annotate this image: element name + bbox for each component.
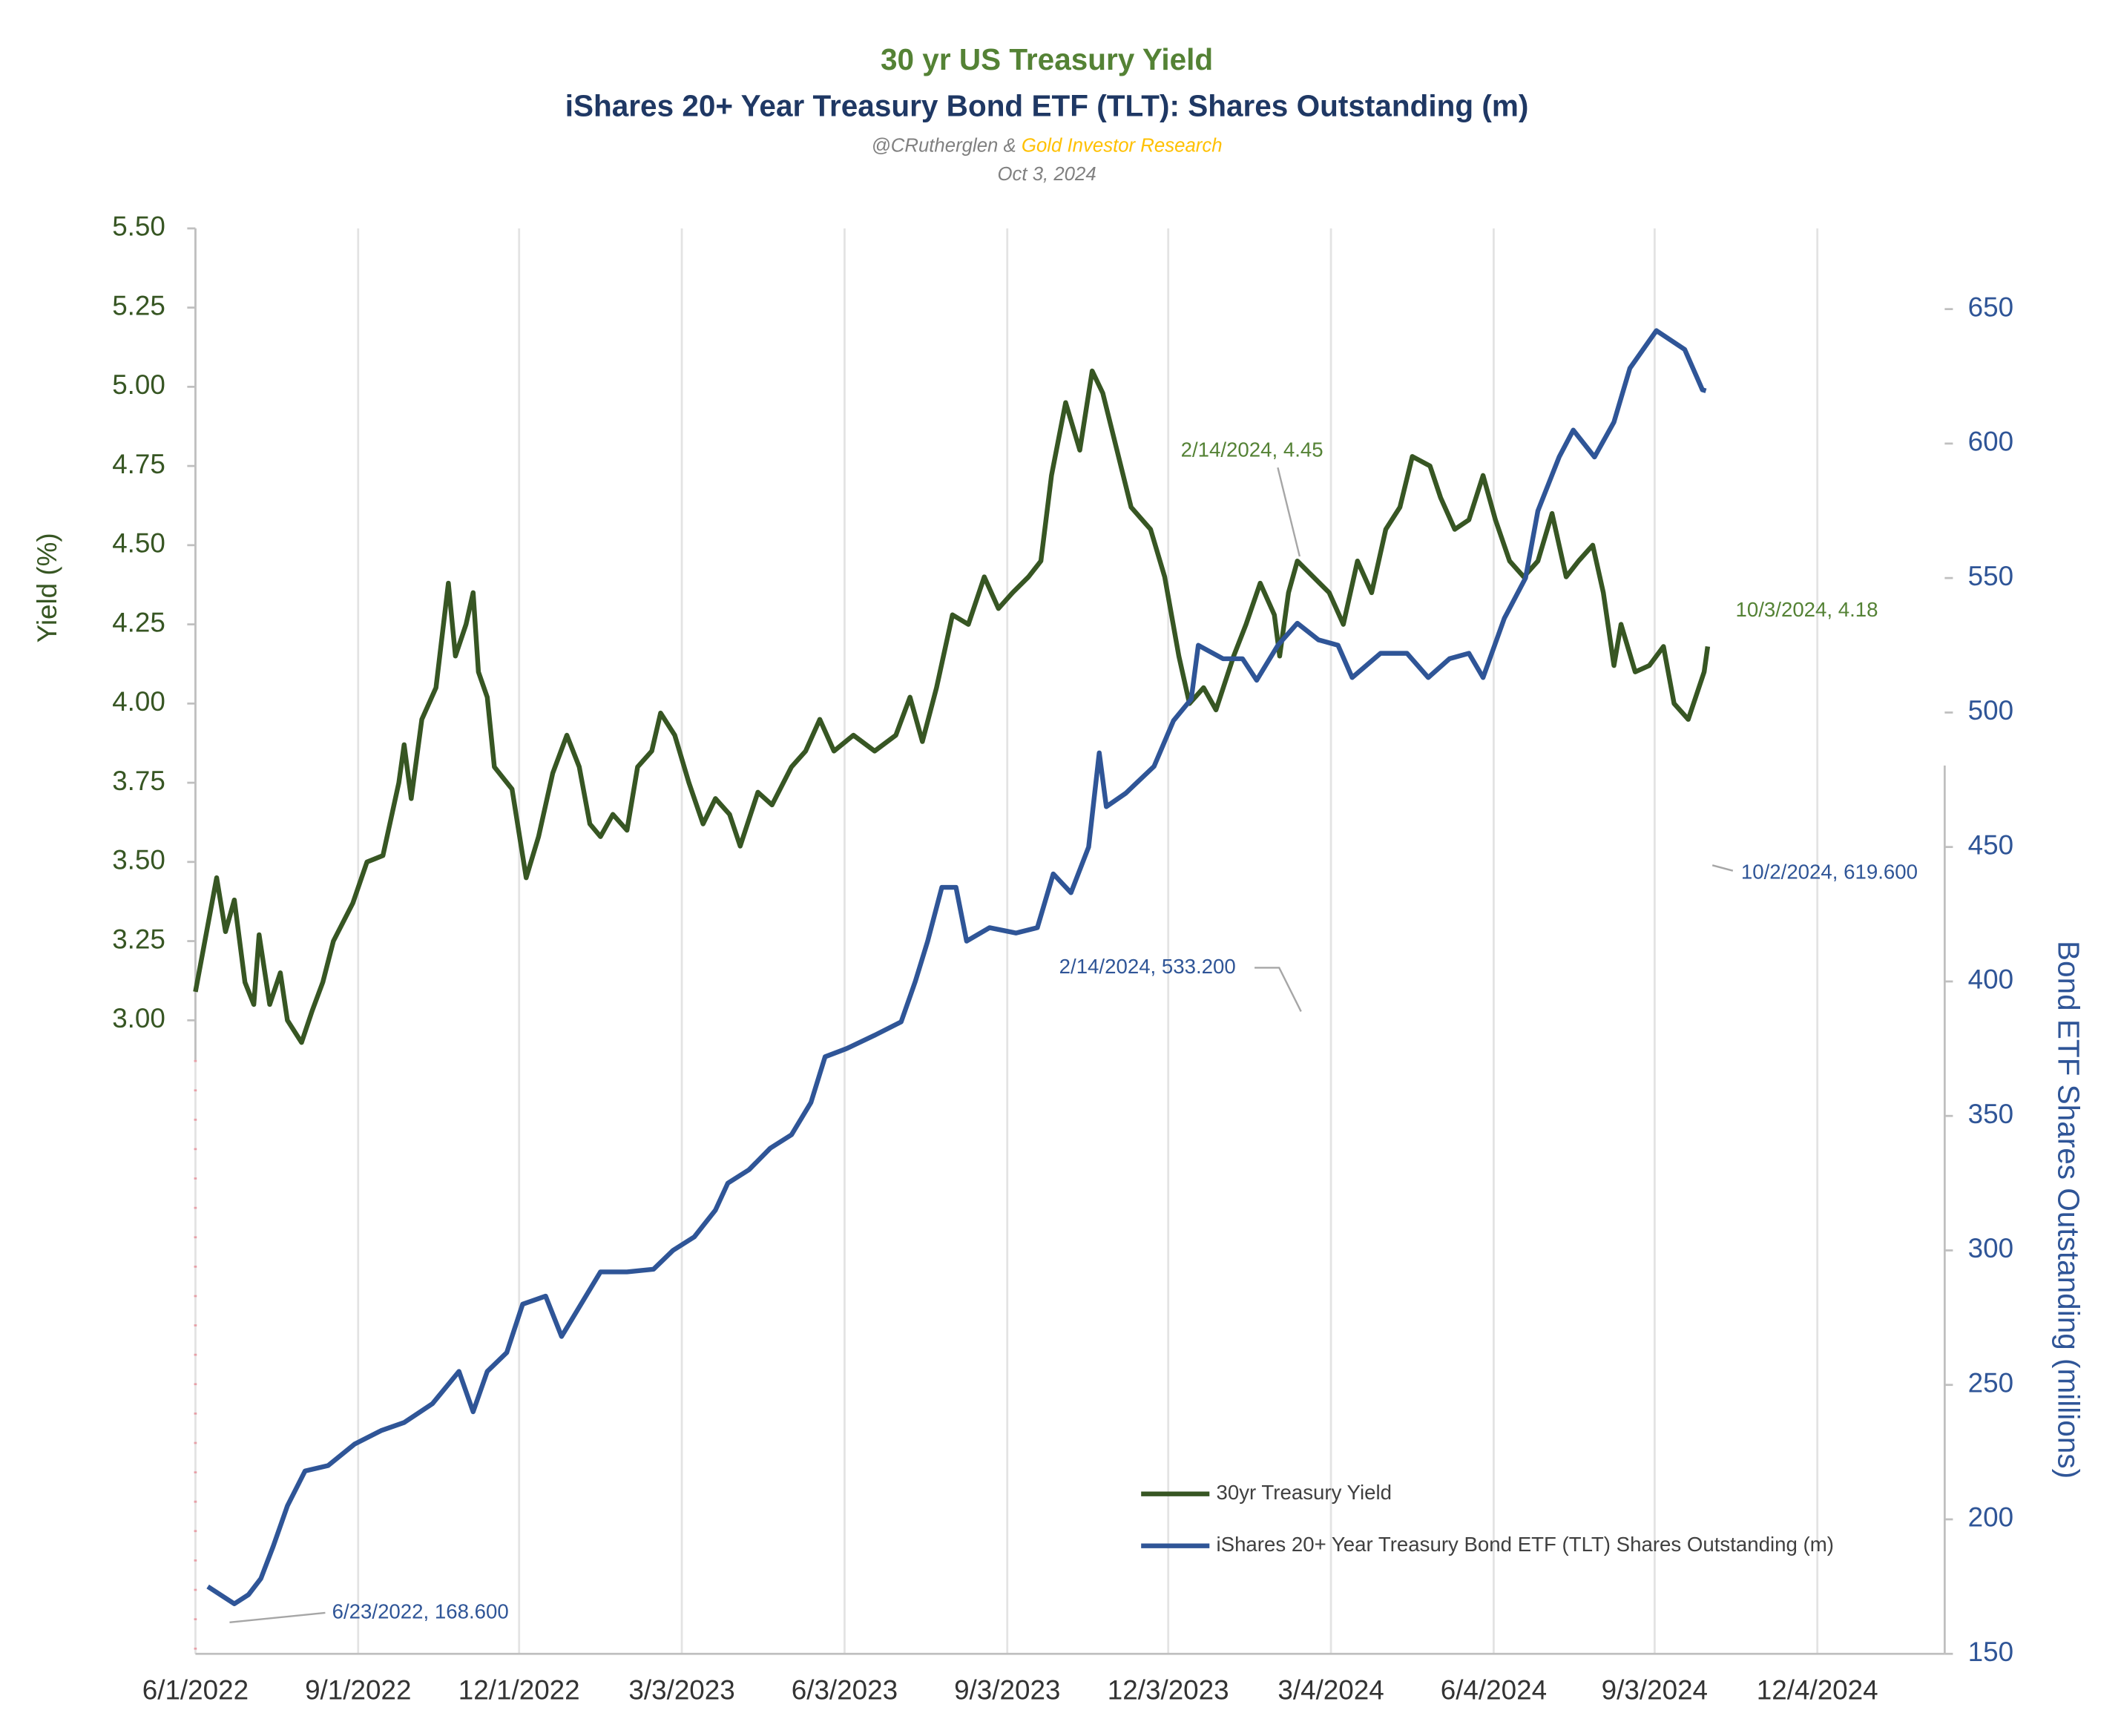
y-axis-label: Yield (%): [32, 533, 62, 642]
series-line: [193, 368, 1711, 1045]
y-tick-label: 4.75: [112, 449, 165, 479]
y-tick-label: 3.25: [112, 924, 165, 954]
x-tick-label: 9/3/2024: [1602, 1675, 1708, 1706]
y-tick-label: 3.00: [112, 1003, 165, 1033]
series-line: [206, 328, 1707, 1607]
y2-tick-label: 300: [1968, 1233, 2013, 1263]
x-tick-label: 6/3/2023: [792, 1675, 898, 1706]
y2-axis-label: Bond ETF Shares Outstanding (millions): [2052, 941, 2086, 1479]
x-tick-label: 3/3/2023: [628, 1675, 734, 1706]
y-tick-label: 5.50: [112, 211, 165, 242]
y2-tick-label: 500: [1968, 695, 2013, 726]
legend-label: iShares 20+ Year Treasury Bond ETF (TLT)…: [1217, 1533, 1834, 1556]
y-tick-label: 3.75: [112, 766, 165, 796]
y-tick-label: 5.00: [112, 369, 165, 400]
x-tick-label: 12/3/2023: [1108, 1675, 1229, 1706]
x-tick-label: 12/4/2024: [1757, 1675, 1878, 1706]
y-tick-label: 4.25: [112, 607, 165, 637]
chart-date: Oct 3, 2024: [997, 164, 1096, 185]
y-tick-label: 3.50: [112, 845, 165, 875]
x-tick-label: 6/1/2022: [142, 1675, 249, 1706]
y2-tick-label: 650: [1968, 292, 2013, 322]
y2-tick-label: 600: [1968, 427, 2013, 457]
annotation: 2/14/2024, 533.200: [1059, 955, 1236, 978]
annotation-leader: [229, 1611, 326, 1624]
annotation: 10/3/2024, 4.18: [1736, 598, 1878, 621]
byline-author: @CRutherglen &: [872, 135, 1016, 156]
annotation-leader: [1277, 467, 1301, 557]
x-tick-label: 3/4/2024: [1277, 1675, 1384, 1706]
y2-tick-label: 150: [1968, 1637, 2013, 1667]
y2-tick-label: 550: [1968, 561, 2013, 591]
y2-tick-label: 400: [1968, 964, 2013, 995]
x-tick-label: 6/4/2024: [1441, 1675, 1547, 1706]
y-tick-label: 4.00: [112, 686, 165, 717]
y2-tick-label: 250: [1968, 1367, 2013, 1398]
y2-tick-label: 200: [1968, 1502, 2013, 1533]
byline: @CRutherglen & Gold Investor Research: [872, 135, 1223, 156]
y2-tick-label: 350: [1968, 1099, 2013, 1129]
y-tick-label: 4.50: [112, 528, 165, 559]
chart-subtitle: iShares 20+ Year Treasury Bond ETF (TLT)…: [565, 88, 1529, 122]
annotation-leader: [1254, 967, 1302, 1012]
byline-org: Gold Investor Research: [1022, 135, 1223, 156]
x-tick-label: 9/3/2023: [954, 1675, 1060, 1706]
annotation-leader: [1711, 864, 1734, 872]
legend-label: 30yr Treasury Yield: [1217, 1481, 1392, 1504]
x-tick-label: 9/1/2022: [305, 1675, 411, 1706]
chart-title: 30 yr US Treasury Yield: [881, 42, 1213, 76]
annotation: 2/14/2024, 4.45: [1181, 438, 1323, 461]
annotation: 6/23/2022, 168.600: [332, 1599, 509, 1622]
x-tick-label: 12/1/2022: [458, 1675, 580, 1706]
y-tick-label: 5.25: [112, 290, 165, 320]
annotation: 10/2/2024, 619.600: [1741, 861, 1918, 884]
y2-tick-label: 450: [1968, 829, 2013, 860]
